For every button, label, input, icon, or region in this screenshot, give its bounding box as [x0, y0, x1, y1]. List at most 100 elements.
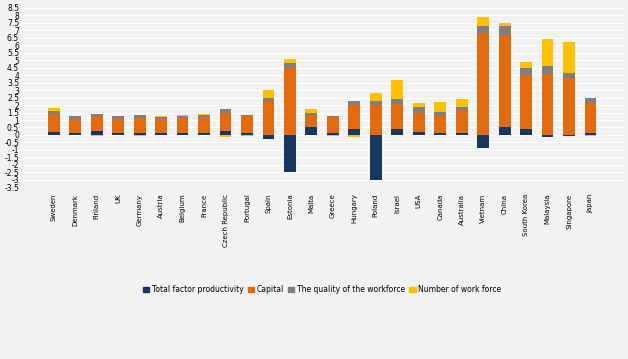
Bar [456, 99, 468, 107]
Bar [155, 116, 167, 117]
Bar [241, 116, 253, 133]
Bar [112, 118, 124, 134]
Bar [305, 115, 317, 127]
Bar [305, 109, 317, 113]
Bar [327, 116, 338, 117]
Bar [477, 26, 489, 33]
Bar [134, 115, 146, 118]
Bar [391, 99, 403, 103]
Bar [542, 39, 553, 66]
Bar [499, 23, 511, 26]
Bar [48, 132, 60, 135]
Bar [349, 101, 360, 105]
Bar [435, 134, 446, 135]
Bar [499, 35, 511, 127]
Bar [241, 135, 253, 136]
Bar [520, 62, 532, 68]
Bar [263, 90, 274, 98]
Bar [176, 115, 188, 116]
Bar [327, 117, 338, 134]
Bar [499, 26, 511, 35]
Bar [391, 103, 403, 129]
Bar [391, 129, 403, 135]
Bar [456, 107, 468, 110]
Bar [155, 117, 167, 118]
Bar [176, 116, 188, 118]
Bar [542, 135, 553, 137]
Bar [263, 98, 274, 101]
Bar [435, 102, 446, 112]
Bar [585, 135, 597, 136]
Bar [134, 135, 146, 136]
Bar [176, 134, 188, 135]
Bar [349, 129, 360, 135]
Bar [112, 116, 124, 118]
Bar [542, 74, 553, 135]
Bar [327, 134, 338, 135]
Bar [263, 135, 274, 139]
Bar [520, 68, 532, 75]
Bar [520, 75, 532, 129]
Bar [220, 131, 232, 135]
Bar [563, 135, 575, 136]
Bar [91, 131, 102, 135]
Bar [585, 98, 597, 103]
Bar [563, 78, 575, 135]
Bar [198, 117, 210, 134]
Bar [327, 135, 338, 136]
Bar [91, 116, 102, 131]
Legend: Total factor productivity, Capital, The quality of the workforce, Number of work: Total factor productivity, Capital, The … [140, 282, 504, 297]
Bar [155, 118, 167, 134]
Bar [155, 134, 167, 135]
Bar [48, 114, 60, 132]
Bar [263, 101, 274, 135]
Bar [477, 17, 489, 26]
Bar [349, 105, 360, 129]
Bar [370, 93, 382, 101]
Bar [456, 110, 468, 133]
Bar [284, 59, 296, 63]
Bar [563, 42, 575, 73]
Bar [413, 103, 425, 107]
Bar [477, 135, 489, 148]
Bar [176, 118, 188, 134]
Bar [134, 118, 146, 133]
Bar [435, 116, 446, 134]
Bar [349, 135, 360, 137]
Bar [370, 101, 382, 105]
Bar [134, 133, 146, 135]
Bar [112, 134, 124, 135]
Bar [48, 111, 60, 114]
Bar [198, 115, 210, 117]
Bar [241, 133, 253, 135]
Bar [542, 66, 553, 74]
Bar [220, 135, 232, 137]
Bar [305, 113, 317, 115]
Bar [585, 103, 597, 133]
Bar [563, 73, 575, 78]
Bar [435, 112, 446, 116]
Bar [413, 107, 425, 112]
Bar [477, 33, 489, 135]
Bar [91, 114, 102, 116]
Bar [198, 134, 210, 135]
Bar [241, 115, 253, 116]
Bar [413, 112, 425, 132]
Bar [69, 116, 81, 118]
Bar [220, 113, 232, 131]
Bar [91, 135, 102, 136]
Bar [413, 132, 425, 135]
Bar [69, 134, 81, 135]
Bar [370, 105, 382, 135]
Bar [220, 109, 232, 113]
Bar [48, 108, 60, 111]
Bar [198, 114, 210, 115]
Bar [284, 68, 296, 135]
Bar [456, 133, 468, 135]
Bar [499, 127, 511, 135]
Bar [585, 133, 597, 135]
Bar [284, 135, 296, 172]
Bar [370, 135, 382, 180]
Bar [284, 63, 296, 68]
Bar [391, 80, 403, 99]
